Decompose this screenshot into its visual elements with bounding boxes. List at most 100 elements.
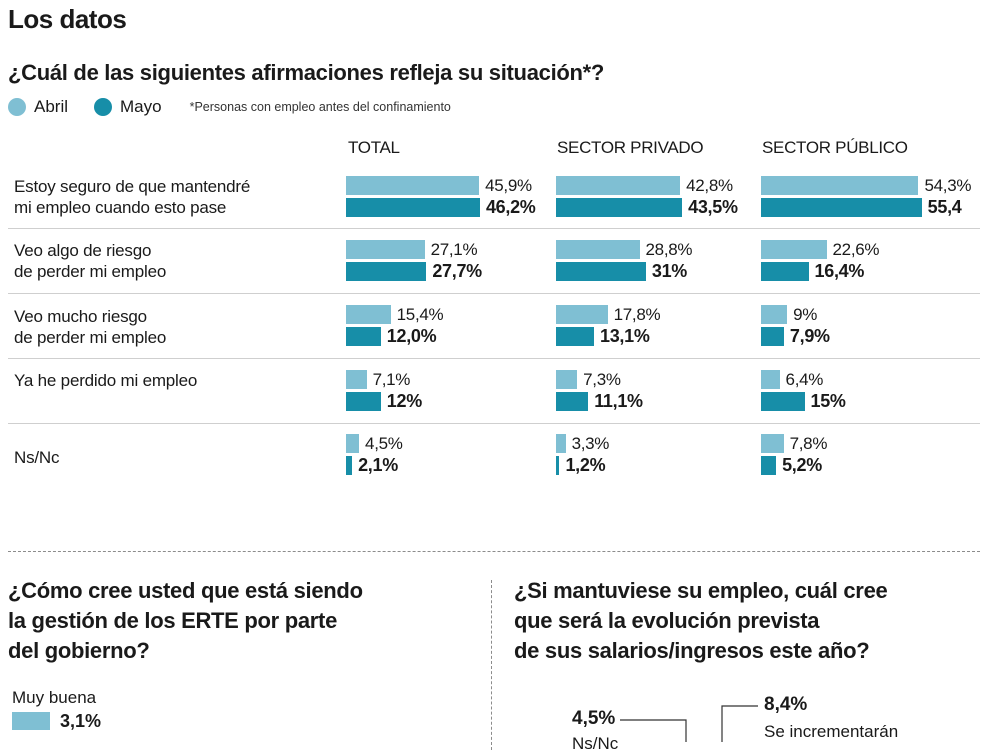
- salarios-leader-lines: [620, 705, 758, 742]
- bar-total-mayo-row-2: [346, 327, 381, 346]
- row-divider: [8, 293, 980, 294]
- bar-publico-mayo-row-1: [761, 262, 809, 281]
- page-title: Los datos: [8, 4, 127, 34]
- bar-publico-mayo-row-0: [761, 198, 922, 217]
- column-header-privado: SECTOR PRIVADO: [557, 138, 704, 157]
- bar-value-label: 2,1%: [358, 455, 398, 475]
- bar-value-label: 1,2%: [565, 455, 606, 475]
- row-divider: [8, 358, 980, 359]
- row-label-line: Veo algo de riesgo: [14, 241, 152, 260]
- bar-value-label: 16,4%: [814, 261, 865, 281]
- row-label-line: de perder mi empleo: [14, 262, 167, 281]
- column-header-publico: SECTOR PÚBLICO: [762, 138, 908, 157]
- bar-value-label: 22,6%: [832, 240, 880, 259]
- bar-privado-mayo-row-3: [556, 392, 589, 411]
- row-divider: [8, 423, 980, 424]
- salarios-question-line: de sus salarios/ingresos este año?: [514, 638, 870, 663]
- bar-total-abril-row-3: [346, 370, 367, 389]
- bar-privado-mayo-row-1: [556, 262, 646, 281]
- salarios-incrementaran-value: 8,4%: [764, 694, 808, 715]
- salarios-incrementaran-label: Se incrementarán: [764, 722, 899, 741]
- bar-value-label: 54,3%: [924, 176, 972, 195]
- bar-value-label: 42,8%: [686, 176, 733, 195]
- bar-total-mayo-row-1: [346, 262, 427, 281]
- bar-value-label: 46,2%: [485, 197, 536, 217]
- bar-total-abril-row-2: [346, 305, 391, 324]
- bar-value-label: 9%: [793, 305, 818, 324]
- erte-question-line: ¿Cómo cree usted que está siendo: [8, 578, 363, 603]
- bar-value-label: 13,1%: [599, 326, 650, 346]
- bar-privado-abril-row-1: [556, 240, 640, 259]
- erte-answer-label: Muy buena: [12, 688, 97, 707]
- bar-privado-mayo-row-4: [556, 456, 560, 475]
- salarios-question: ¿Si mantuviese su empleo, cuál cree que …: [514, 576, 888, 666]
- row-label-perdido: Ya he perdido mi empleo: [14, 370, 197, 391]
- bar-publico-mayo-row-3: [761, 392, 805, 411]
- bar-total-abril-row-4: [346, 434, 360, 453]
- bar-value-label: 27,1%: [430, 240, 478, 259]
- bar-publico-mayo-row-2: [761, 327, 784, 346]
- column-divider: [491, 580, 492, 750]
- legend-label-abril: Abril: [34, 97, 69, 116]
- legend: Abril Mayo *Personas con empleo antes de…: [8, 96, 451, 118]
- bar-value-label: 3,3%: [571, 434, 610, 453]
- legend-note: *Personas con empleo antes del confinami…: [189, 100, 451, 114]
- row-label-line: Veo mucho riesgo: [14, 307, 147, 326]
- bar-publico-mayo-row-4: [761, 456, 777, 475]
- bar-privado-mayo-row-2: [556, 327, 594, 346]
- bar-privado-abril-row-0: [556, 176, 681, 195]
- bar-value-label: 55,4: [927, 197, 962, 217]
- bar-publico-abril-row-0: [761, 176, 919, 195]
- bar-value-label: 43,5%: [688, 197, 738, 217]
- bar-total-abril-row-1: [346, 240, 425, 259]
- legend-label-mayo: Mayo: [120, 97, 162, 116]
- legend-swatch-mayo: [94, 98, 113, 116]
- column-header-total: TOTAL: [348, 138, 400, 157]
- bar-value-label: 11,1%: [594, 391, 643, 411]
- bar-total-abril-row-0: [346, 176, 480, 195]
- row-label-line: Ya he perdido mi empleo: [14, 371, 198, 390]
- chart-question: ¿Cuál de las siguientes afirmaciones ref…: [8, 60, 605, 85]
- row-label-seguro: Estoy seguro de que mantendré mi empleo …: [14, 176, 250, 218]
- bar-value-label: 4,5%: [365, 434, 403, 453]
- bar-value-label: 5,2%: [782, 455, 822, 475]
- row-label-nsnc: Ns/Nc: [14, 447, 59, 468]
- erte-bar: [12, 712, 50, 730]
- legend-swatch-abril: [8, 98, 26, 116]
- erte-question-line: la gestión de los ERTE por parte: [8, 608, 338, 633]
- bar-privado-mayo-row-0: [556, 198, 683, 217]
- erte-question-line: del gobierno?: [8, 638, 150, 663]
- bar-value-label: 7,8%: [789, 434, 828, 453]
- row-label-line: de perder mi empleo: [14, 328, 167, 347]
- bar-publico-abril-row-2: [761, 305, 788, 324]
- bar-privado-abril-row-4: [556, 434, 566, 453]
- row-divider: [8, 228, 980, 229]
- salarios-question-line: ¿Si mantuviese su empleo, cuál cree: [514, 578, 888, 603]
- bar-value-label: 6,4%: [785, 370, 824, 389]
- legend-item-abril: Abril: [8, 97, 68, 117]
- bar-privado-abril-row-3: [556, 370, 578, 389]
- bar-value-label: 15%: [810, 391, 846, 411]
- legend-item-mayo: Mayo: [94, 97, 162, 117]
- bar-value-label: 17,8%: [613, 305, 661, 324]
- bar-publico-abril-row-4: [761, 434, 784, 453]
- bar-publico-abril-row-1: [761, 240, 827, 259]
- bar-value-label: 7,1%: [372, 370, 411, 389]
- erte-question: ¿Cómo cree usted que está siendo la gest…: [8, 576, 363, 666]
- salarios-nsnc-value: 4,5%: [572, 708, 616, 729]
- bar-value-label: 12%: [386, 391, 422, 411]
- bar-value-label: 27,7%: [432, 261, 482, 281]
- bar-total-mayo-row-0: [346, 198, 480, 217]
- bar-privado-abril-row-2: [556, 305, 608, 324]
- erte-value-label: 3,1%: [60, 711, 102, 731]
- salarios-question-line: que será la evolución prevista: [514, 608, 820, 633]
- bar-value-label: 15,4%: [396, 305, 444, 324]
- bar-value-label: 7,3%: [583, 370, 621, 389]
- bar-value-label: 31%: [651, 261, 688, 281]
- bar-value-label: 12,0%: [386, 326, 437, 346]
- bar-publico-abril-row-3: [761, 370, 780, 389]
- bar-value-label: 28,8%: [645, 240, 693, 259]
- row-label-line: Estoy seguro de que mantendré: [14, 177, 251, 196]
- bar-value-label: 45,9%: [485, 176, 532, 195]
- bar-value-label: 7,9%: [789, 326, 830, 346]
